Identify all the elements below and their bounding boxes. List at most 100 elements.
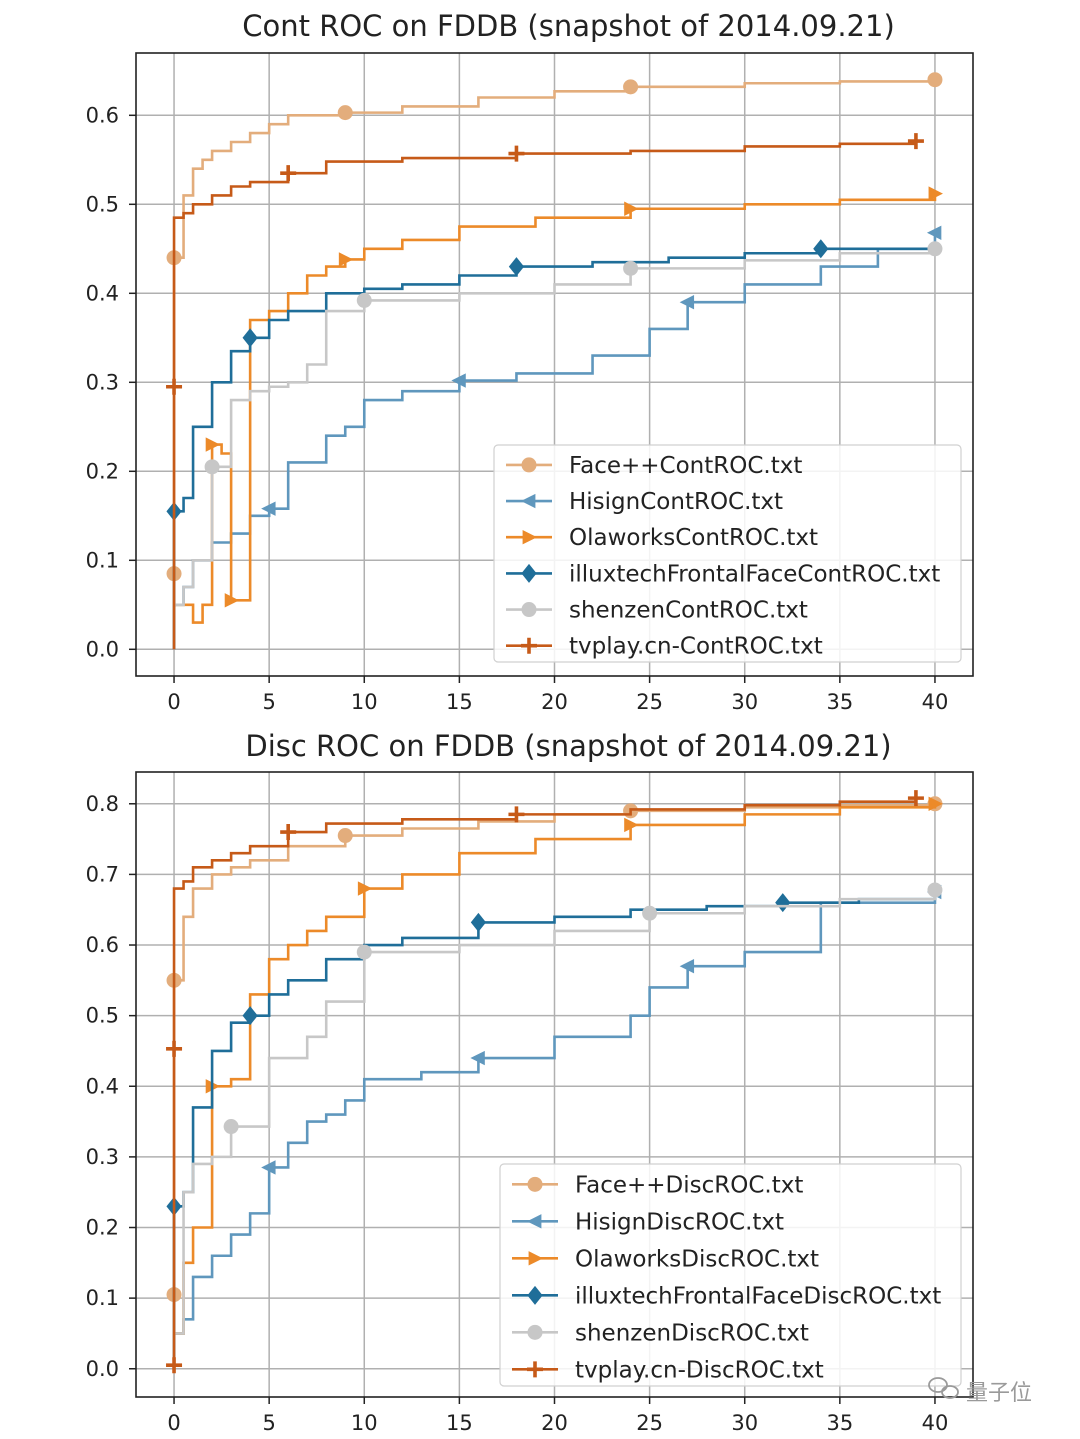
series-marker-shenzendiscroc-txt <box>223 1119 239 1135</box>
disc-roc-y-tick-label: 0.3 <box>86 1145 119 1169</box>
series-line-face-controc-txt <box>172 79 937 650</box>
disc-roc-x-tick-label: 10 <box>351 1411 378 1435</box>
legend-marker-shenzendiscroc-txt <box>527 1324 543 1340</box>
wechat-logo-icon <box>928 1377 959 1399</box>
series-line-hisigndiscroc-txt <box>174 892 937 1335</box>
series-marker-olaworkscontroc-txt <box>928 186 943 201</box>
cont-roc-y-tick-label: 0.1 <box>86 548 119 572</box>
legend-label-illuxtechfrontalfacediscroc-txt: illuxtechFrontalFaceDiscROC.txt <box>575 1283 941 1309</box>
series-marker-face-controc-txt <box>927 72 943 88</box>
disc-roc-y-tick-label: 0.6 <box>86 933 119 957</box>
legend-label-olaworksdiscroc-txt: OlaworksDiscROC.txt <box>575 1246 819 1272</box>
watermark: 量子位 <box>928 1377 1032 1406</box>
disc-roc-y-tick-label: 0.4 <box>86 1074 119 1098</box>
series-line-olaworksdiscroc-txt <box>174 803 937 1335</box>
series-marker-tvplay-cn-discroc-txt <box>508 806 525 823</box>
cont-roc-x-tick-label: 20 <box>541 690 568 714</box>
series-marker-tvplay-cn-discroc-txt <box>166 1040 183 1057</box>
series-marker-tvplay-cn-controc-txt <box>166 378 183 395</box>
cont-roc-y-tick-label: 0.0 <box>86 637 119 661</box>
series-marker-illuxtechfrontalfacediscroc-txt <box>470 912 487 932</box>
series-marker-shenzencontroc-txt <box>927 241 943 257</box>
cont-roc-x-tick-label: 5 <box>262 690 275 714</box>
legend-marker-olaworkscontroc-txt <box>522 530 537 545</box>
series-marker-olaworksdiscroc-txt <box>624 817 639 833</box>
series-line-face-discroc-txt <box>172 803 937 1369</box>
legend-label-olaworkscontroc-txt: OlaworksContROC.txt <box>569 525 818 551</box>
cont-roc-x-tick-label: 30 <box>731 690 758 714</box>
cont-roc-x-tick-label: 25 <box>636 690 663 714</box>
series-marker-tvplay-cn-discroc-txt <box>907 790 924 807</box>
disc-roc-legend-box <box>499 1163 962 1387</box>
series-marker-illuxtechfrontalfacediscroc-txt <box>775 893 791 913</box>
disc-roc-x-tick-label: 5 <box>262 1411 275 1435</box>
series-marker-illuxtechfrontalfacediscroc-txt <box>242 1006 258 1026</box>
legend-marker-face-controc-txt <box>521 457 537 473</box>
series-marker-olaworkscontroc-txt <box>205 437 221 452</box>
cont-roc-legend-box <box>493 444 962 663</box>
cont-roc-panel: 0 5 10 15 20 25 30 35 40 0.0 0.1 0.2 0.3 0.4 0.5 0.6 Co… <box>86 9 974 714</box>
series-marker-tvplay-cn-controc-txt <box>508 145 525 162</box>
series-marker-hisigndiscroc-txt <box>470 1050 485 1066</box>
disc-roc-panel: 0 5 10 15 20 25 30 35 40 0.0 0.1 0.2 0.3 0.4 0.5 0.6 0.7… <box>86 729 974 1435</box>
cont-roc-y-tick-label: 0.6 <box>86 103 119 127</box>
legend-marker-tvplay-cn-controc-txt <box>521 637 537 654</box>
cont-roc-x-tick-label: 10 <box>351 690 378 714</box>
legend-label-face-discroc-txt: Face++DiscROC.txt <box>575 1172 803 1198</box>
series-marker-hisigndiscroc-txt <box>261 1160 276 1175</box>
cont-roc-y-tick-label: 0.3 <box>86 370 119 394</box>
legend-marker-hisigndiscroc-txt <box>527 1214 542 1229</box>
disc-roc-x-tick-label: 20 <box>541 1411 568 1435</box>
series-marker-hisigncontroc-txt <box>679 295 695 310</box>
series-marker-shenzendiscroc-txt <box>642 905 658 921</box>
cont-roc-y-tick-label: 0.5 <box>86 192 119 216</box>
legend-marker-hisigncontroc-txt <box>521 493 536 509</box>
disc-roc-y-tick-label: 0.7 <box>86 862 119 886</box>
series-marker-illuxtechfrontalfacecontroc-txt <box>242 328 258 348</box>
series-marker-hisigncontroc-txt <box>451 373 466 388</box>
legend-marker-tvplay-cn-discroc-txt <box>527 1361 543 1378</box>
watermark-text: 量子位 <box>966 1381 1032 1406</box>
disc-roc-y-tick-label: 0.0 <box>86 1357 119 1381</box>
legend-label-tvplay-cn-controc-txt: tvplay.cn-ContROC.txt <box>569 634 823 660</box>
legend-marker-illuxtechfrontalfacediscroc-txt <box>527 1285 543 1305</box>
disc-roc-title: Disc ROC on FDDB (snapshot of 2014.09.21… <box>245 729 891 763</box>
series-line-shenzendiscroc-txt <box>174 889 937 1335</box>
disc-roc-x-tick-label: 0 <box>167 1411 180 1435</box>
cont-roc-y-tick-label: 0.4 <box>86 281 119 305</box>
cont-roc-legend: Face++ContROC.txt HisignContROC.txt Olawor… <box>493 444 962 663</box>
legend-label-illuxtechfrontalfacecontroc-txt: illuxtechFrontalFaceContROC.txt <box>569 561 940 587</box>
series-marker-shenzencontroc-txt <box>623 260 639 276</box>
disc-roc-x-tick-label: 35 <box>826 1411 853 1435</box>
series-marker-olaworksdiscroc-txt <box>357 881 373 896</box>
legend-marker-olaworksdiscroc-txt <box>528 1251 543 1266</box>
disc-roc-x-tick-label: 30 <box>731 1411 758 1435</box>
cont-roc-x-tick-label: 35 <box>826 690 853 714</box>
series-marker-face-controc-txt <box>337 105 353 121</box>
disc-roc-y-tick-label: 0.2 <box>86 1216 119 1240</box>
cont-roc-x-tick-label: 15 <box>446 690 473 714</box>
cont-roc-x-tick-label: 0 <box>167 690 180 714</box>
disc-roc-x-tick-label: 40 <box>922 1411 949 1435</box>
legend-label-face-controc-txt: Face++ContROC.txt <box>569 453 802 479</box>
series-marker-illuxtechfrontalfacecontroc-txt <box>508 257 525 277</box>
series-marker-hisigndiscroc-txt <box>679 959 695 974</box>
disc-roc-legend: Face++DiscROC.txt HisignDiscROC.txt Olawor… <box>499 1163 962 1387</box>
legend-marker-face-discroc-txt <box>527 1176 543 1192</box>
series-marker-olaworksdiscroc-txt <box>928 796 943 811</box>
series-marker-tvplay-cn-controc-txt <box>280 165 297 182</box>
series-marker-hisigncontroc-txt <box>926 225 942 240</box>
series-line-shenzencontroc-txt <box>174 248 937 607</box>
disc-roc-x-tick-label: 25 <box>636 1411 663 1435</box>
legend-label-hisigndiscroc-txt: HisignDiscROC.txt <box>575 1209 784 1235</box>
series-marker-olaworkscontroc-txt <box>338 252 354 267</box>
series-line-illuxtechfrontalfacediscroc-txt <box>172 895 937 1369</box>
disc-roc-y-tick-label: 0.8 <box>86 792 119 816</box>
disc-roc-x-tick-label: 15 <box>446 1411 473 1435</box>
series-marker-hisigncontroc-txt <box>261 501 276 516</box>
legend-label-tvplay-cn-discroc-txt: tvplay.cn-DiscROC.txt <box>575 1357 824 1383</box>
legend-marker-illuxtechfrontalfacecontroc-txt <box>521 563 537 583</box>
series-marker-olaworkscontroc-txt <box>224 593 240 608</box>
legend-label-shenzendiscroc-txt: shenzenDiscROC.txt <box>575 1320 809 1346</box>
series-marker-face-discroc-txt <box>337 828 353 844</box>
